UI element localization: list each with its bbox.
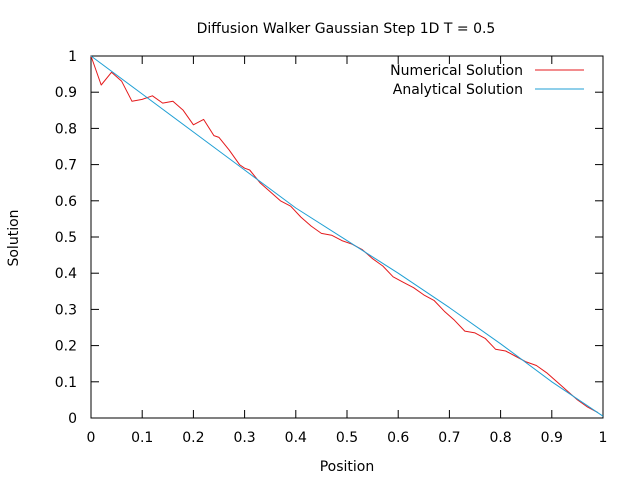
- y-tick-label: 0: [68, 411, 77, 427]
- x-tick-label: 0.2: [182, 430, 204, 446]
- y-tick-label: 1: [68, 49, 77, 65]
- legend: Numerical Solution Analytical Solution: [390, 63, 584, 98]
- x-axis-label: Position: [320, 459, 375, 475]
- analytical-solution-line: [90, 55, 604, 417]
- y-tick-label: 0.2: [55, 339, 77, 355]
- y-tick-label: 0.5: [55, 230, 77, 246]
- y-tick-label: 0.9: [55, 85, 77, 101]
- chart-title: Diffusion Walker Gaussian Step 1D T = 0.…: [197, 21, 496, 37]
- y-tick-label: 0.3: [55, 302, 77, 318]
- x-tick-label: 0.8: [489, 430, 511, 446]
- y-axis-label: Solution: [6, 209, 22, 266]
- legend-label-analytical: Analytical Solution: [393, 82, 523, 98]
- y-tick-label: 0.8: [55, 121, 77, 137]
- x-tick-label: 0.6: [387, 430, 409, 446]
- y-tick-label: 0.1: [55, 375, 77, 391]
- x-tick-label: 0.7: [438, 430, 460, 446]
- y-tick-label: 0.7: [55, 158, 77, 174]
- x-tick-label: 0.9: [541, 430, 563, 446]
- axis-ticks: 0 0.1 0.2 0.3 0.4 0.5 0.6 0.7 0.8 0.9 1 0 0.1 0.2 0.3 0…: [55, 49, 608, 446]
- y-tick-label: 0.4: [55, 266, 77, 282]
- x-tick-label: 0.5: [336, 430, 358, 446]
- x-tick-label: 0.1: [131, 430, 153, 446]
- x-tick-label: 0.3: [233, 430, 255, 446]
- numerical-solution-line: [90, 55, 599, 414]
- legend-label-numerical: Numerical Solution: [390, 63, 523, 79]
- plot-frame: [90, 55, 604, 419]
- x-tick-label: 0.4: [285, 430, 307, 446]
- x-tick-label: 0: [87, 430, 96, 446]
- series-layer: [90, 55, 604, 417]
- y-tick-label: 0.6: [55, 194, 77, 210]
- x-tick-label: 1: [599, 430, 608, 446]
